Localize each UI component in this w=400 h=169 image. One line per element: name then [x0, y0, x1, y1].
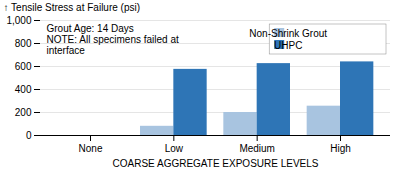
svg-text:None: None — [79, 143, 103, 154]
svg-text:COARSE AGGREGATE EXPOSURE LEVE: COARSE AGGREGATE EXPOSURE LEVELS — [113, 158, 319, 169]
svg-text:600: 600 — [15, 61, 32, 72]
svg-text:Non-Shrink Grout: Non-Shrink Grout — [249, 28, 327, 39]
svg-text:NOTE: All specimens failed at: NOTE: All specimens failed at — [47, 34, 179, 45]
svg-text:UHPC: UHPC — [274, 40, 302, 51]
svg-text:interface: interface — [47, 45, 86, 56]
svg-text:High: High — [330, 143, 351, 154]
svg-text:↑ Tensile Stress at Failure (p: ↑ Tensile Stress at Failure (psi) — [4, 2, 141, 13]
svg-text:Medium: Medium — [239, 143, 275, 154]
svg-text:Grout Age: 14 Days: Grout Age: 14 Days — [47, 23, 134, 34]
svg-text:Low: Low — [165, 143, 184, 154]
svg-text:200: 200 — [15, 107, 32, 118]
svg-text:1,000: 1,000 — [6, 15, 31, 26]
svg-text:800: 800 — [15, 38, 32, 49]
svg-text:400: 400 — [15, 84, 32, 95]
svg-text:0: 0 — [26, 130, 32, 141]
